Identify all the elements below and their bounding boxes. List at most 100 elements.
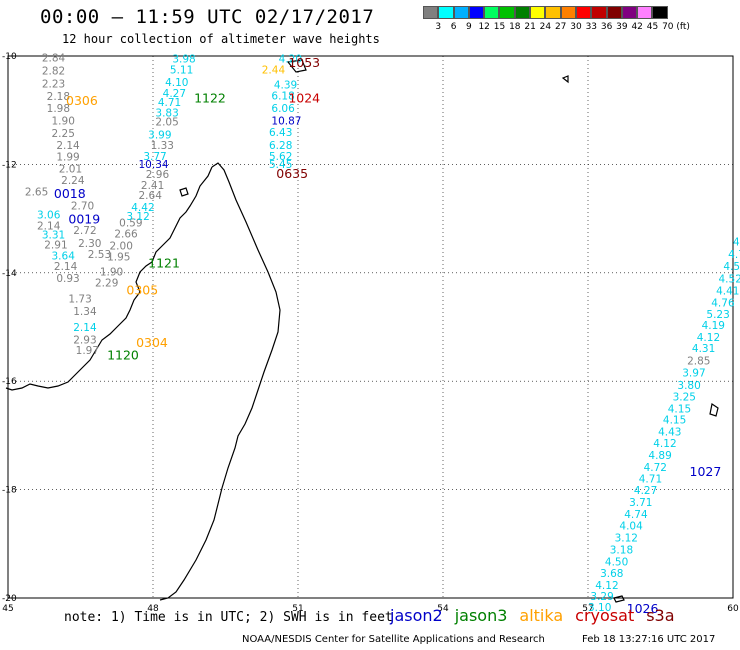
- satellite-cryosat: cryosat: [575, 606, 635, 625]
- lon-label: 51: [292, 604, 303, 614]
- swh-value: 3.83: [155, 108, 178, 120]
- swh-value: 2.00: [110, 240, 133, 252]
- swh-value: 2.66: [114, 229, 138, 241]
- satellite-s3a: s3a: [646, 606, 675, 625]
- scale-label: 6: [450, 22, 457, 32]
- swh-value: 4.89: [648, 450, 671, 462]
- swh-value: 2.30: [78, 238, 101, 250]
- swh-labels: 2.842.822.232.181.981.902.252.141.992.01…: [25, 52, 740, 614]
- scale-label: 15: [493, 22, 506, 32]
- swh-value: 2.70: [71, 200, 94, 212]
- swh-value: 2.14: [54, 261, 78, 273]
- map-frame: [7, 55, 734, 599]
- scale-label: 36: [600, 22, 613, 32]
- footer-timestamp: Feb 18 13:27:16 UTC 2017: [582, 634, 716, 645]
- swh-value: 4.52: [719, 274, 740, 286]
- latitude-labels: -10 -12 -14 -16 -18 -20: [2, 52, 17, 604]
- swh-value: 3.64: [52, 250, 76, 262]
- swh-value: 2.14: [73, 322, 97, 334]
- scale-label: 70: [662, 22, 674, 32]
- scale-swatch: [530, 6, 546, 19]
- swh-value: 1.97: [76, 345, 99, 357]
- swh-value: 4.27: [163, 88, 186, 100]
- scale-label: (ft): [676, 22, 690, 32]
- scale-label: 3: [435, 22, 442, 32]
- swh-value: 2.25: [52, 128, 75, 140]
- scale-swatch: [637, 6, 653, 19]
- swh-value: 4.15: [663, 414, 686, 426]
- pass-time: 0306: [66, 93, 98, 108]
- scale-swatch: [591, 6, 607, 19]
- swh-value: 4.12: [653, 438, 676, 450]
- scale-label: 42: [631, 22, 643, 32]
- scale-label: 18: [509, 22, 521, 32]
- swh-value: 2.84: [42, 52, 66, 64]
- coastline: [5, 59, 719, 603]
- pass-time: 1053: [288, 55, 320, 70]
- pass-time-labels: 0306 1122 1024 1053 0635 0018 0019 1121 0305 0304…: [54, 55, 721, 616]
- swh-value: 6.28: [269, 140, 292, 152]
- scale-swatch: [453, 6, 469, 19]
- color-scale-labels: 3 6 9 12 15 18 21 24 27 30 33 36 39 42 45 70 (ft): [423, 22, 740, 34]
- swh-value: 1.98: [47, 103, 70, 115]
- swh-value: 4.20: [279, 54, 302, 66]
- swh-value: 10.87: [271, 115, 301, 127]
- swh-value: 4.74: [624, 509, 648, 521]
- swh-value: 4.12: [697, 332, 720, 344]
- swh-value: 4.27: [634, 485, 657, 497]
- madagascar-coastline: [159, 162, 281, 601]
- scale-swatch: [575, 6, 592, 19]
- swh-value: 3.10: [588, 602, 611, 614]
- pass-time: 1024: [288, 91, 320, 106]
- pass-time: 1026: [627, 601, 659, 616]
- swh-value: 3.68: [600, 568, 623, 580]
- swh-value: 10.34: [139, 159, 169, 171]
- satellite-altika: altika: [519, 606, 564, 625]
- swh-value: 3.31: [42, 230, 65, 242]
- swh-value: 2.96: [146, 169, 170, 181]
- lon-label: 57: [582, 604, 593, 614]
- scale-label: 30: [570, 22, 582, 32]
- swh-value: 2.82: [42, 65, 65, 77]
- pass-time: 0305: [126, 282, 158, 297]
- swh-value: 3.80: [677, 380, 700, 392]
- island-north: [561, 75, 569, 84]
- swh-value: 4.50: [605, 556, 628, 568]
- swh-value: 4.41: [716, 285, 739, 297]
- swh-value: 3.71: [629, 497, 652, 509]
- swh-value: 2.85: [687, 355, 710, 367]
- swh-value: 2.93: [73, 334, 96, 346]
- scale-swatch: [484, 6, 500, 19]
- lat-label: -12: [2, 160, 17, 170]
- swh-value: 2.44: [262, 64, 286, 76]
- swh-value: 6.18: [271, 90, 294, 102]
- scale-swatch: [514, 6, 531, 19]
- madagascar-west-coastline: [5, 166, 213, 391]
- lat-label: -14: [2, 269, 17, 279]
- longitude-labels: 45 48 51 54 57 60: [2, 604, 739, 614]
- footer-credit: NOAA/NESDIS Center for Satellite Applica…: [242, 634, 545, 645]
- satellite-legend: jason2 jason3 altika cryosat s3a: [390, 606, 675, 625]
- swh-value: 1.90: [52, 115, 75, 127]
- swh-value: 3.98: [172, 54, 195, 66]
- scale-label: 24: [539, 22, 552, 32]
- island-northeast: [286, 59, 307, 73]
- lat-label: -20: [2, 594, 17, 604]
- scale-swatch: [652, 6, 668, 19]
- scale-swatch: [621, 6, 638, 19]
- mauritius-island: [709, 403, 719, 417]
- swh-value: 4.12: [595, 580, 618, 592]
- map-grid: [7, 55, 734, 599]
- swh-value: 4.56: [723, 261, 740, 273]
- swh-value: 1.33: [151, 140, 174, 152]
- swh-value: 4.31: [692, 343, 715, 355]
- swh-value: 2.91: [44, 239, 67, 251]
- swh-value: 3.12: [126, 211, 149, 223]
- comoros-island: [179, 187, 189, 197]
- reunion-island: [613, 595, 625, 603]
- swh-value: 3.12: [615, 533, 638, 545]
- scale-label: 27: [554, 22, 567, 32]
- swh-value: 3.25: [673, 392, 696, 404]
- swh-value: 0.59: [119, 218, 142, 230]
